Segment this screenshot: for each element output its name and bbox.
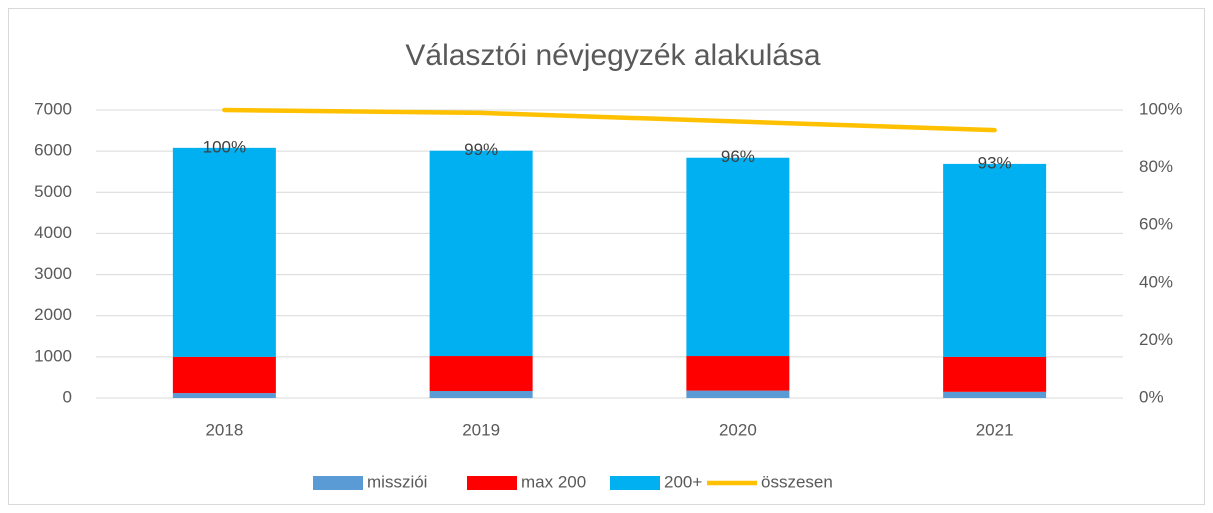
bar-segment xyxy=(172,147,276,357)
legend-label: 200+ xyxy=(664,472,702,491)
y-tick-label: 4000 xyxy=(34,223,72,242)
x-tick-label: 2019 xyxy=(462,420,500,439)
y2-tick-label: 80% xyxy=(1139,157,1173,176)
y2-tick-label: 60% xyxy=(1139,215,1173,234)
bar-segment xyxy=(429,391,533,398)
bar-segment xyxy=(429,356,533,392)
legend-label: összesen xyxy=(761,472,833,491)
y-tick-label: 1000 xyxy=(34,346,72,365)
x-tick-label: 2021 xyxy=(976,420,1014,439)
legend-label: missziói xyxy=(367,472,427,491)
bar-segment xyxy=(172,356,276,394)
bar-segment xyxy=(686,157,790,357)
bar-segment xyxy=(429,150,533,357)
bar-segment xyxy=(943,163,1047,357)
y2-tick-label: 0% xyxy=(1139,387,1164,406)
chart-title: Választói névjegyzék alakulása xyxy=(405,39,821,72)
y-tick-label: 3000 xyxy=(34,264,72,283)
data-label: 100% xyxy=(203,137,246,156)
data-label: 93% xyxy=(978,153,1012,172)
y-tick-label: 7000 xyxy=(34,99,72,118)
y-tick-label: 2000 xyxy=(34,305,72,324)
y-tick-label: 0 xyxy=(63,387,72,406)
bar-segment xyxy=(686,390,790,398)
legend-swatch xyxy=(610,476,660,490)
y2-tick-label: 40% xyxy=(1139,272,1173,291)
legend-swatch xyxy=(313,476,363,490)
bar-segment xyxy=(943,356,1047,392)
line xyxy=(222,107,997,133)
y2-tick-label: 20% xyxy=(1139,330,1173,349)
x-tick-label: 2018 xyxy=(205,420,243,439)
bar-segment xyxy=(943,391,1047,398)
bar-segment xyxy=(172,393,276,398)
bar-segment xyxy=(686,356,790,391)
y-tick-label: 5000 xyxy=(34,182,72,201)
data-label: 96% xyxy=(721,147,755,166)
y-tick-label: 6000 xyxy=(34,141,72,160)
data-label: 99% xyxy=(464,140,498,159)
y2-tick-label: 100% xyxy=(1139,99,1182,118)
legend-label: max 200 xyxy=(521,472,586,491)
legend-swatch xyxy=(467,476,517,490)
x-tick-label: 2020 xyxy=(719,420,757,439)
